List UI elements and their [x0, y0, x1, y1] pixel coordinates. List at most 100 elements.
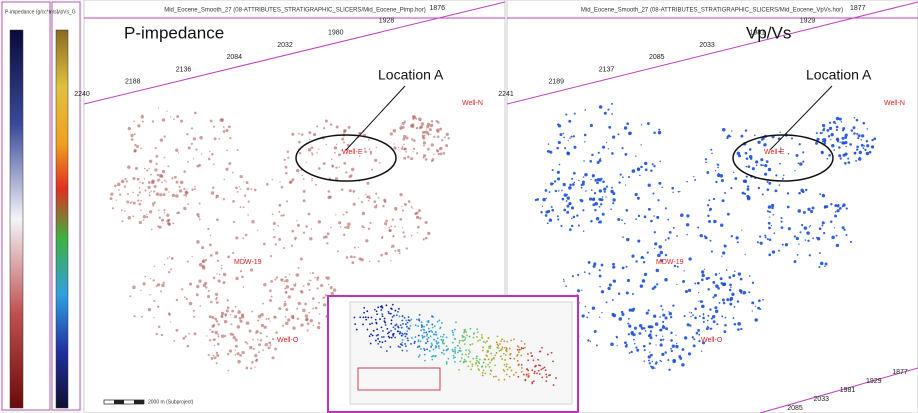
crossplot-speck — [473, 333, 475, 335]
map-speck — [853, 126, 856, 129]
crossplot-speck — [527, 353, 529, 355]
map-speck — [549, 191, 551, 193]
crossplot-speck — [401, 327, 403, 329]
crossplot-speck — [381, 326, 383, 328]
crossplot-speck — [491, 360, 493, 362]
map-speck — [737, 241, 739, 243]
map-speck — [660, 339, 663, 342]
map-speck — [326, 242, 328, 244]
map-speck — [871, 145, 874, 148]
map-speck — [563, 279, 564, 280]
map-speck — [712, 281, 715, 284]
map-speck — [639, 332, 642, 335]
map-speck — [175, 194, 179, 198]
map-speck — [566, 211, 569, 214]
map-speck — [672, 192, 673, 193]
map-speck — [186, 345, 189, 348]
map-speck — [158, 210, 160, 212]
map-speck — [368, 200, 370, 202]
map-speck — [723, 330, 726, 333]
map-speck — [303, 285, 305, 287]
map-speck — [179, 189, 182, 192]
map-speck — [752, 282, 754, 284]
map-speck — [719, 273, 720, 274]
map-speck — [298, 267, 300, 269]
map-speck — [144, 178, 145, 179]
map-speck — [694, 308, 697, 311]
map-speck — [379, 162, 381, 164]
crossplot-speck — [461, 357, 463, 359]
map-speck — [217, 334, 219, 336]
map-speck — [140, 147, 142, 149]
crossplot-speck — [513, 374, 515, 376]
crossplot-speck — [545, 380, 547, 382]
screenshot: P-impedance (g/cc*m/s) VpVs_G Mid_Eocene… — [0, 0, 918, 413]
crossplot-speck — [468, 349, 470, 351]
crossplot-speck — [441, 339, 443, 341]
map-speck — [573, 135, 575, 137]
map-speck — [596, 217, 599, 220]
map-speck — [701, 305, 705, 309]
map-speck — [433, 154, 434, 155]
crossplot-speck — [393, 326, 395, 328]
crossplot-speck — [381, 336, 383, 338]
map-speck — [114, 184, 117, 187]
map-speck — [211, 153, 214, 156]
map-speck — [856, 146, 859, 149]
scale-label: 2000 m (Subproject) — [148, 399, 194, 405]
map-speck — [210, 235, 211, 236]
map-speck — [394, 226, 396, 228]
crossplot-speck — [531, 355, 533, 357]
map-speck — [345, 171, 347, 173]
map-speck — [661, 187, 663, 189]
map-speck — [664, 278, 668, 282]
map-speck — [780, 217, 782, 219]
map-speck — [654, 248, 655, 249]
map-speck — [426, 129, 427, 130]
map-speck — [603, 188, 606, 191]
map-speck — [410, 124, 413, 127]
crossplot-speck — [517, 360, 519, 362]
map-speck — [548, 143, 549, 144]
map-speck — [141, 115, 144, 118]
map-speck — [697, 282, 700, 285]
map-speck — [291, 315, 295, 319]
crossplot-speck — [406, 333, 408, 335]
map-speck — [672, 345, 675, 348]
map-speck — [139, 182, 140, 183]
map-speck — [258, 315, 261, 318]
map-speck — [319, 313, 320, 314]
map-speck — [653, 215, 654, 216]
map-speck — [754, 135, 755, 136]
map-speck — [148, 168, 149, 169]
map-speck — [594, 179, 597, 182]
map-speck — [740, 328, 742, 330]
map-speck — [354, 247, 356, 249]
map-speck — [236, 352, 239, 355]
map-speck — [242, 237, 244, 239]
map-speck — [609, 283, 612, 286]
map-speck — [728, 276, 731, 279]
map-speck — [660, 251, 663, 254]
map-speck — [576, 214, 578, 216]
crossplot-speck — [476, 356, 478, 358]
map-speck — [235, 345, 238, 348]
map-speck — [834, 227, 835, 228]
map-speck — [584, 109, 586, 111]
map-speck — [571, 178, 573, 180]
crossplot-speck — [391, 308, 393, 310]
crossplot-speck — [435, 355, 437, 357]
map-speck — [835, 123, 836, 124]
map-speck — [425, 158, 428, 161]
map-speck — [343, 214, 345, 216]
map-speck — [133, 201, 136, 204]
crossplot-speck — [428, 337, 430, 339]
map-speck — [706, 171, 709, 174]
map-speck — [364, 227, 365, 228]
map-speck — [564, 193, 567, 196]
crossplot-speck — [425, 332, 427, 334]
map-speck — [661, 353, 664, 356]
map-speck — [834, 215, 837, 218]
crossplot-speck — [443, 334, 445, 336]
map-speck — [326, 144, 328, 146]
